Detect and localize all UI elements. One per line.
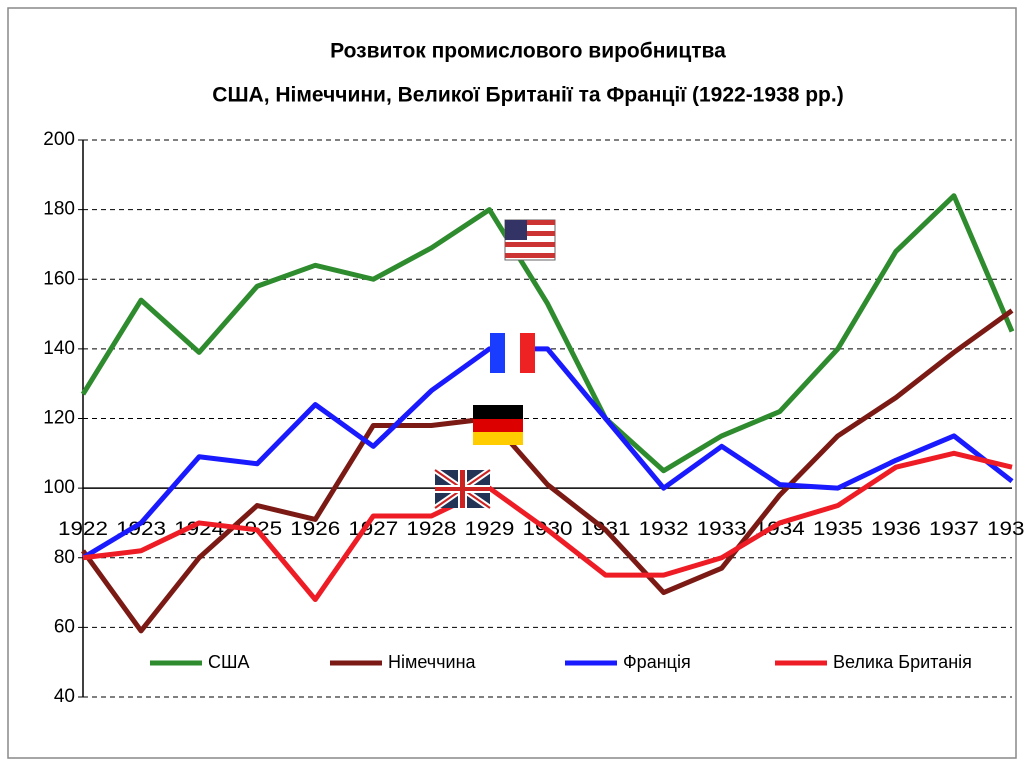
x-tick-label: 1937 bbox=[929, 519, 979, 540]
chart-title: Розвиток промислового виробництва bbox=[330, 40, 726, 63]
x-tick-label: 1926 bbox=[290, 519, 340, 540]
series-line bbox=[80, 308, 1014, 634]
x-tick-label: 1923 bbox=[116, 519, 166, 540]
y-tick-label: 180 bbox=[43, 199, 75, 220]
series-line bbox=[82, 450, 1013, 603]
flag-uk bbox=[433, 467, 492, 511]
x-tick-label: 1936 bbox=[871, 519, 921, 540]
x-tick-label: 1928 bbox=[406, 519, 456, 540]
legend-label: Німеччина bbox=[388, 652, 477, 672]
frame bbox=[7, 7, 1017, 759]
y-tick-label: 40 bbox=[54, 686, 75, 707]
chart-subtitle: США, Німеччини, Великої Британії та Фран… bbox=[212, 84, 843, 107]
x-tick-label: 1935 bbox=[813, 519, 863, 540]
x-tick-label: 1932 bbox=[639, 519, 689, 540]
series-line bbox=[80, 193, 1015, 474]
x-tick-label: 1933 bbox=[697, 519, 747, 540]
legend-label: Велика Британія bbox=[833, 652, 972, 672]
y-tick-label: 80 bbox=[54, 547, 75, 568]
y-tick-label: 160 bbox=[43, 268, 75, 289]
x-tick-label: 1934 bbox=[755, 519, 805, 540]
flag-germany bbox=[473, 405, 523, 445]
y-tick-label: 140 bbox=[43, 338, 75, 359]
legend-label: Франція bbox=[623, 652, 691, 672]
x-tick-label: 1929 bbox=[464, 519, 514, 540]
legend-label: США bbox=[208, 652, 250, 672]
flag-usa bbox=[504, 219, 556, 261]
x-tick-label: 1922 bbox=[58, 519, 108, 540]
x-tick-label: 1938 bbox=[987, 519, 1024, 540]
y-tick-label: 200 bbox=[43, 129, 75, 150]
y-tick-label: 60 bbox=[54, 616, 75, 637]
flags bbox=[433, 219, 556, 511]
flag-france bbox=[490, 333, 535, 373]
series-line bbox=[81, 346, 1014, 560]
y-tick-label: 100 bbox=[43, 477, 75, 498]
y-tick-label: 120 bbox=[43, 408, 75, 429]
